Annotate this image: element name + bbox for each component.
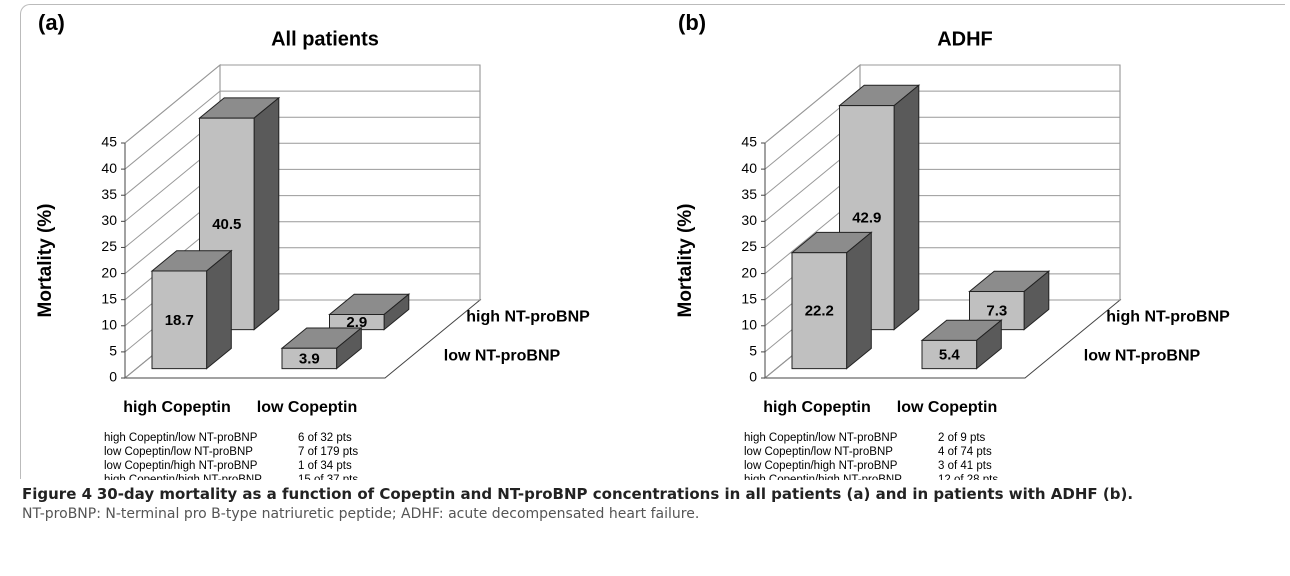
depth-label: low NT-proBNP xyxy=(1084,348,1201,365)
depth-label: high NT-proBNP xyxy=(466,309,590,326)
y-tick-label: 10 xyxy=(741,316,757,332)
bar xyxy=(921,339,978,370)
x-tick-label: low Copeptin xyxy=(257,399,357,416)
chart-title: ADHF xyxy=(937,28,993,50)
caption-line: Figure 4 30-day mortality as a function … xyxy=(22,484,1272,504)
y-tick-label: 25 xyxy=(101,238,117,254)
bar-side xyxy=(206,249,232,370)
y-tick-label: 15 xyxy=(741,290,757,306)
y-tick-label: 40 xyxy=(741,160,757,176)
table-cell: 3 of 41 pts xyxy=(938,460,992,472)
table-cell: 4 of 74 pts xyxy=(938,446,992,458)
y-tick-label: 0 xyxy=(749,369,757,385)
y-tick-label: 15 xyxy=(101,290,117,306)
y-tick-label: 45 xyxy=(741,134,757,150)
data-label: 2.9 xyxy=(346,314,367,331)
table-cell: 7 of 179 pts xyxy=(298,446,358,458)
x-tick-label: low Copeptin xyxy=(897,399,997,416)
y-tick-label: 0 xyxy=(109,369,117,385)
bar-side xyxy=(846,231,872,370)
panel-label: (a) xyxy=(38,10,65,35)
table-cell: high Copeptin/high NT-proBNP xyxy=(104,474,262,480)
y-tick-label: 20 xyxy=(741,264,757,280)
figure: (a) All patients Mortality (%) 0 5 10 15 20 25 30… xyxy=(35,10,1230,480)
table-cell: low Copeptin/high NT-proBNP xyxy=(104,460,258,472)
x-tick-label: high Copeptin xyxy=(763,399,871,416)
y-tick-label: 45 xyxy=(101,134,117,150)
caption: Figure 4 30-day mortality as a function … xyxy=(22,484,1272,524)
bar-side xyxy=(893,84,920,331)
bar-side xyxy=(253,96,280,331)
bar xyxy=(281,347,338,370)
y-axis-label: Mortality (%) xyxy=(35,204,56,318)
data-label: 22.2 xyxy=(805,303,834,320)
grid-line xyxy=(764,64,1120,144)
caption-title: 30-day mortality as a function of Copept… xyxy=(96,485,1134,503)
data-label: 18.7 xyxy=(165,312,194,329)
y-tick-label: 5 xyxy=(749,343,757,359)
bar xyxy=(791,252,848,370)
y-tick-label: 20 xyxy=(101,264,117,280)
data-label: 40.5 xyxy=(212,216,241,233)
y-axis-label: Mortality (%) xyxy=(675,204,696,318)
data-label: 42.9 xyxy=(852,210,881,227)
caption-text: NT-proBNP: N-terminal pro B-type natriur… xyxy=(22,506,700,522)
table-cell: low Copeptin/low NT-proBNP xyxy=(104,446,253,458)
figure-frame xyxy=(20,4,1285,479)
data-label: 5.4 xyxy=(939,347,961,364)
grid-line xyxy=(124,90,480,170)
table-cell: high Copeptin/low NT-proBNP xyxy=(744,432,898,444)
panel-label: (b) xyxy=(678,10,706,35)
y-tick-label: 25 xyxy=(741,238,757,254)
grid-line xyxy=(124,64,480,144)
depth-label: low NT-proBNP xyxy=(444,348,561,365)
y-tick-label: 10 xyxy=(101,316,117,332)
caption-label: Figure 4 xyxy=(22,485,93,503)
table-cell: 6 of 32 pts xyxy=(298,432,352,444)
y-tick-label: 35 xyxy=(101,186,117,202)
bar xyxy=(151,270,208,370)
table-cell: 2 of 9 pts xyxy=(938,432,986,444)
table-cell: high Copeptin/low NT-proBNP xyxy=(104,432,258,444)
y-tick-label: 40 xyxy=(101,160,117,176)
table-cell: 1 of 34 pts xyxy=(298,460,352,472)
table-cell: low Copeptin/high NT-proBNP xyxy=(744,460,898,472)
y-tick-label: 30 xyxy=(101,212,117,228)
x-tick-label: high Copeptin xyxy=(123,399,231,416)
y-tick-label: 30 xyxy=(741,212,757,228)
data-label: 7.3 xyxy=(986,303,1007,320)
y-tick-label: 5 xyxy=(109,343,117,359)
chart-title: All patients xyxy=(271,28,379,50)
table-cell: low Copeptin/low NT-proBNP xyxy=(744,446,893,458)
table-cell: 15 of 37 pts xyxy=(298,474,358,480)
depth-label: high NT-proBNP xyxy=(1106,309,1230,326)
y-tick-label: 35 xyxy=(741,186,757,202)
table-cell: 12 of 28 pts xyxy=(938,474,998,480)
table-cell: high Copeptin/high NT-proBNP xyxy=(744,474,902,480)
data-label: 3.9 xyxy=(299,350,320,367)
